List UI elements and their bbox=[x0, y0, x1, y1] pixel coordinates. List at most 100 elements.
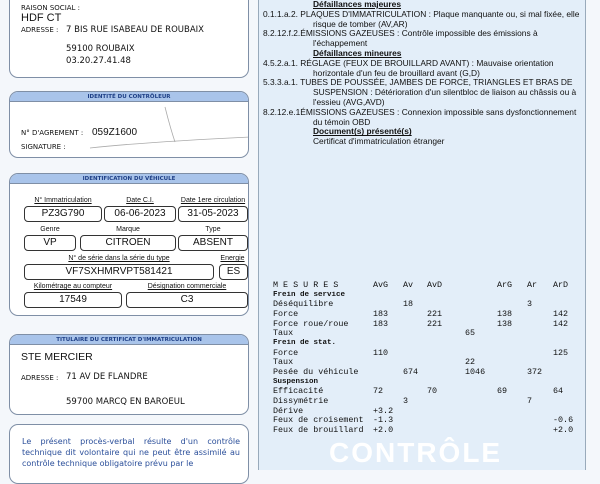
type-field: ABSENT bbox=[178, 235, 248, 251]
measure-cell: Av bbox=[403, 281, 414, 290]
measure-row: Dérive +3.2 bbox=[273, 407, 583, 417]
measure-cell bbox=[465, 407, 497, 417]
measure-cell: Frein de stat. bbox=[273, 338, 337, 347]
designation-field: C3 bbox=[126, 292, 248, 308]
field-label: Marque bbox=[116, 226, 140, 233]
measure-row: Force 110 125 bbox=[273, 349, 583, 359]
measure-cell bbox=[553, 407, 583, 417]
defect-item: 4.5.2.a.1. RÉGLAGE (FEUX DE BROUILLARD A… bbox=[263, 57, 554, 78]
titulaire-name: STE MERCIER bbox=[21, 351, 93, 363]
measure-cell bbox=[403, 416, 427, 426]
measure-cell: 372 bbox=[527, 367, 543, 377]
measure-cell: Feux de croisement bbox=[273, 416, 364, 426]
centre-phone: 03.20.27.41.48 bbox=[66, 56, 131, 66]
measure-cell: 183 bbox=[373, 309, 389, 319]
defects-panel: Défaillances majeures 0.1.1.a.2. PLAQUES… bbox=[258, 0, 586, 470]
measure-cell: Force bbox=[273, 348, 299, 358]
measure-cell: 125 bbox=[553, 348, 569, 358]
document-item: Certificat d'immatriculation étranger bbox=[313, 136, 445, 147]
measure-cell bbox=[403, 349, 427, 359]
measure-cell bbox=[373, 329, 403, 339]
measure-row: Dissymétrie 3 7 bbox=[273, 397, 583, 407]
measure-cell bbox=[465, 416, 497, 426]
measure-cell: AvG bbox=[373, 281, 389, 290]
measure-cell: 64 bbox=[553, 387, 564, 397]
measure-row: Taux 65 bbox=[273, 329, 583, 339]
centre-city: 59100 ROUBAIX bbox=[66, 44, 135, 54]
measure-cell bbox=[403, 310, 427, 320]
measure-cell bbox=[427, 407, 465, 417]
measure-row: Efficacité 72 70 69 64 bbox=[273, 387, 583, 397]
measure-cell: +2.0 bbox=[553, 425, 574, 435]
defect-item: 0.1.1.a.2. PLAQUES D'IMMATRICULATION : P… bbox=[263, 8, 580, 29]
vehicule-header: IDENTIFICATION DU VÉHICULE bbox=[10, 174, 248, 184]
measure-cell: 221 bbox=[427, 309, 443, 319]
measure-cell: Déséquilibre bbox=[273, 300, 334, 310]
measure-cell bbox=[465, 397, 497, 407]
measure-row: Suspension bbox=[273, 378, 583, 388]
measure-cell bbox=[497, 407, 527, 417]
measure-cell bbox=[427, 291, 465, 301]
measure-cell: 138 bbox=[497, 309, 513, 319]
measure-cell bbox=[465, 281, 497, 291]
measure-cell: +2.0 bbox=[373, 425, 394, 435]
measure-row: Taux 22 bbox=[273, 358, 583, 368]
measure-cell bbox=[465, 320, 497, 330]
measure-cell bbox=[527, 416, 553, 426]
measure-cell bbox=[527, 291, 553, 301]
measure-cell bbox=[373, 397, 403, 407]
measure-cell bbox=[403, 387, 427, 397]
measure-cell: 110 bbox=[373, 348, 389, 358]
kilometrage-field: 17549 bbox=[24, 292, 122, 308]
energie-field: ES bbox=[219, 264, 248, 280]
measure-cell: 22 bbox=[465, 358, 476, 368]
measure-cell bbox=[497, 426, 527, 436]
measure-cell bbox=[527, 320, 553, 330]
measure-cell: -1.3 bbox=[373, 416, 394, 426]
field-label: Energie bbox=[220, 255, 245, 262]
measure-cell: Dissymétrie bbox=[273, 396, 329, 406]
measure-cell bbox=[497, 300, 527, 310]
measure-cell bbox=[527, 387, 553, 397]
watermark: CONTRÔLE bbox=[329, 437, 503, 468]
measure-cell bbox=[553, 397, 583, 407]
defect-item: 5.3.3.a.1. TUBES DE POUSSÉE, JAMBES DE F… bbox=[263, 77, 577, 107]
measure-cell bbox=[465, 339, 497, 349]
defects-list: Défaillances majeures 0.1.1.a.2. PLAQUES… bbox=[263, 0, 581, 147]
agrement-label: N° D'AGREMENT : bbox=[21, 129, 84, 137]
date-ci-field: 06-06-2023 bbox=[104, 206, 176, 222]
measure-cell bbox=[465, 291, 497, 301]
measure-row: Force roue/roue 183 221 138 142 bbox=[273, 320, 583, 330]
measure-cell: Efficacité bbox=[273, 387, 324, 397]
measure-cell: 183 bbox=[373, 319, 389, 329]
measures-table: M E S U R E S AvG Av AvD ArG Ar ArD Frein de se… bbox=[273, 281, 583, 436]
vehicule-box: IDENTIFICATION DU VÉHICULE N° Immatricul… bbox=[9, 173, 249, 316]
measure-cell: 674 bbox=[403, 367, 419, 377]
measure-row: Pesée du véhicule 674 1046 372 bbox=[273, 368, 583, 378]
measure-cell bbox=[497, 329, 527, 339]
measure-cell bbox=[373, 300, 403, 310]
title: Défaillances majeures bbox=[313, 0, 401, 9]
measure-cell bbox=[427, 416, 465, 426]
measure-cell bbox=[403, 320, 427, 330]
titulaire-address: 71 AV DE FLANDRE bbox=[66, 372, 148, 382]
defaillances-mineures-title: Défaillances mineures bbox=[263, 48, 581, 59]
measure-cell: Feux de brouillard bbox=[273, 425, 364, 435]
measure-cell: Taux bbox=[273, 358, 294, 368]
measure-cell bbox=[527, 426, 553, 436]
measure-cell bbox=[497, 291, 527, 301]
measure-cell bbox=[403, 378, 427, 388]
measure-cell bbox=[527, 339, 553, 349]
measure-cell: ArG bbox=[497, 281, 513, 290]
measure-cell: 3 bbox=[527, 300, 533, 310]
titulaire-city: 59700 MARCQ EN BAROEUL bbox=[66, 397, 185, 407]
measure-cell bbox=[373, 368, 403, 378]
raison-label: RAISON SOCIAL : bbox=[21, 4, 81, 12]
field-label: Genre bbox=[40, 226, 60, 233]
measure-cell bbox=[527, 358, 553, 368]
measure-cell bbox=[427, 426, 465, 436]
measure-row: Force 183 221 138 142 bbox=[273, 310, 583, 320]
measure-cell bbox=[427, 397, 465, 407]
measure-cell bbox=[527, 329, 553, 339]
measure-cell bbox=[427, 300, 465, 310]
